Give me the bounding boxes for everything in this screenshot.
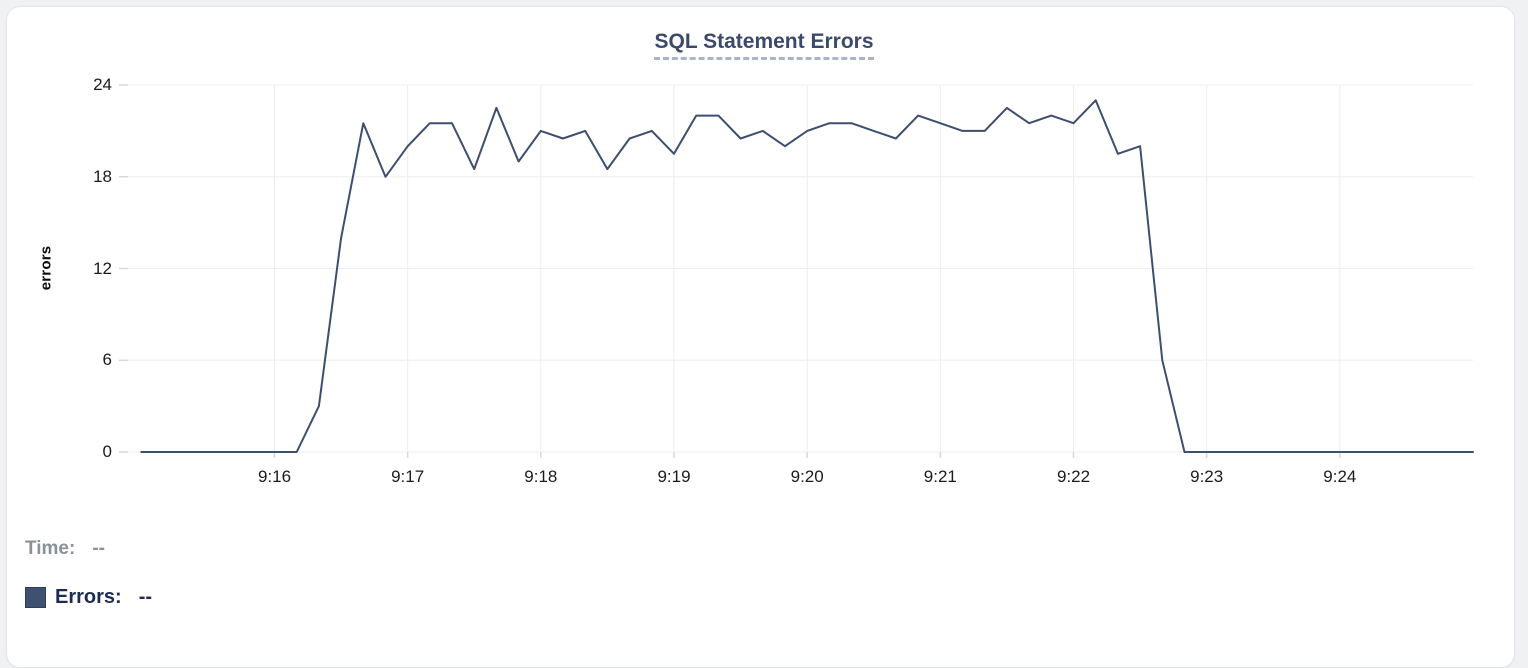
time-label: Time: [25, 538, 76, 559]
chart-header: SQL Statement Errors [0, 30, 1528, 60]
errors-value: -- [138, 585, 153, 608]
plot-hover-region[interactable] [128, 85, 1473, 452]
errors-label: Errors: [55, 585, 122, 608]
y-axis-label: errors [37, 245, 55, 291]
page-background: 0 6 12 18 24 9:16 9:17 9:18 9:19 9:20 9:21 9:22 9:23… [0, 6, 1528, 668]
tooltip-time-row: Time: -- [25, 536, 105, 562]
chart-title[interactable]: SQL Statement Errors [654, 30, 874, 60]
tooltip-errors-row: Errors: -- [25, 584, 152, 610]
time-value: -- [92, 538, 105, 559]
errors-series-swatch [25, 586, 46, 608]
